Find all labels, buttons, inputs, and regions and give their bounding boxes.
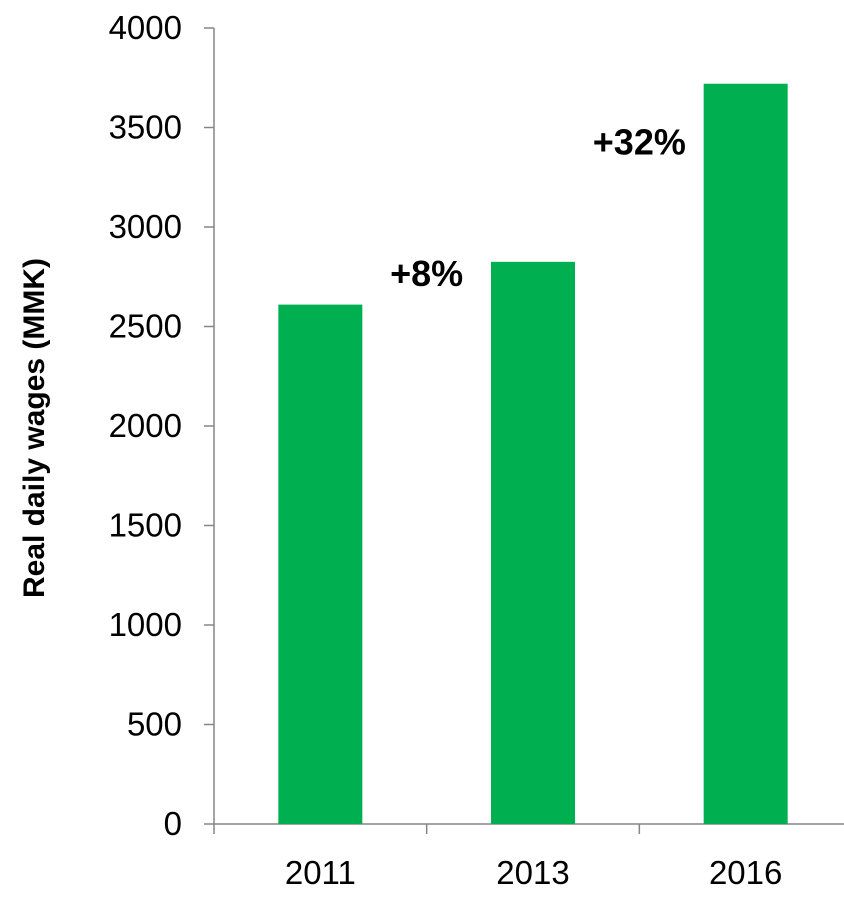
y-axis-title: Real daily wages (MMK) bbox=[18, 258, 51, 598]
y-tick-label: 4000 bbox=[109, 9, 182, 46]
y-tick-label: 1500 bbox=[109, 507, 182, 544]
bar-2013 bbox=[491, 261, 575, 824]
y-tick-label: 500 bbox=[127, 706, 182, 743]
x-category-label: 2013 bbox=[496, 854, 569, 891]
label-layer: 2011 2013 2016 +8% +32% bbox=[285, 121, 783, 891]
y-tick-label: 3500 bbox=[109, 109, 182, 146]
bar-2016 bbox=[703, 83, 788, 825]
growth-annotation: +32% bbox=[593, 121, 686, 162]
y-tick-label: 2000 bbox=[109, 407, 182, 444]
y-tick-label: 0 bbox=[164, 805, 182, 842]
bar-layer bbox=[278, 83, 788, 825]
y-tick-label: 2500 bbox=[109, 308, 182, 345]
y-tick-label: 1000 bbox=[109, 606, 182, 643]
axis-layer: 0 500 1000 1500 2000 2500 3000 3500 4000 bbox=[109, 9, 844, 842]
y-tick-label: 3000 bbox=[109, 208, 182, 245]
growth-annotation: +8% bbox=[390, 253, 463, 294]
x-category-label: 2011 bbox=[285, 854, 356, 891]
x-category-label: 2016 bbox=[709, 854, 782, 891]
bar-2011 bbox=[278, 304, 363, 824]
